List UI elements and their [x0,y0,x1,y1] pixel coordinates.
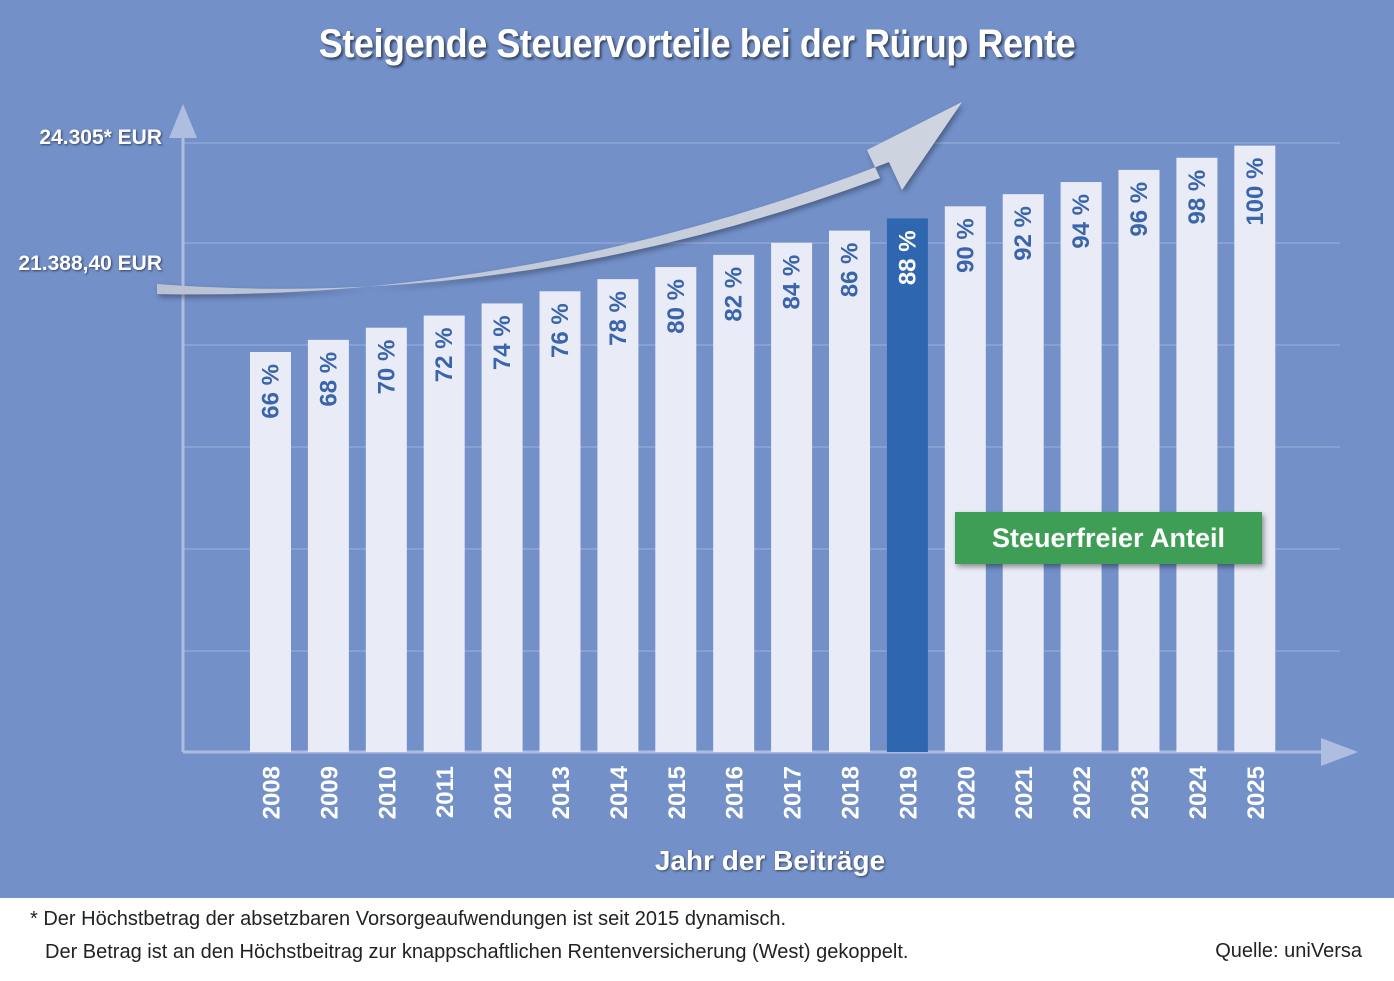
bar-2017 [771,242,813,753]
x-tick-2022: 2022 [1069,766,1096,819]
x-tick-2016: 2016 [722,766,749,819]
gridlines [183,142,1340,652]
x-tick-2011: 2011 [432,766,459,818]
bar-2013 [539,291,581,752]
x-tick-2008: 2008 [259,766,286,819]
x-tick-2015: 2015 [664,766,691,819]
footnote-line-2: Der Betrag ist an den Höchstbeitrag zur … [45,941,909,963]
bars [250,145,1276,753]
bar-label-2024: 98 % [1184,170,1211,225]
bar-label-2017: 84 % [779,255,806,310]
bar-label-2022: 94 % [1068,194,1095,249]
source-note: Quelle: uniVersa [1215,940,1362,962]
bar-label-2016: 82 % [721,267,748,322]
x-tick-2024: 2024 [1185,765,1212,819]
bar-2018 [829,230,870,753]
bar-2025 [1234,145,1276,752]
y-label-max: 24.305* EUR [39,126,162,149]
bar-2008 [250,352,291,752]
x-tick-2010: 2010 [374,766,401,819]
bar-2021 [1002,194,1044,752]
y-axis-arrowhead [169,104,197,138]
bar-2024 [1176,157,1218,752]
x-tick-2012: 2012 [490,766,517,819]
bar-2015 [655,267,697,752]
bar-label-2025: 100 % [1242,158,1269,226]
bar-2014 [597,279,639,752]
bar-2023 [1118,169,1160,752]
bar-label-2014: 78 % [605,291,632,346]
x-tick-2019: 2019 [895,766,922,819]
x-tick-2017: 2017 [780,766,807,819]
x-axis-title: Jahr der Beiträge [654,845,886,876]
bar-label-2011: 72 % [431,328,458,383]
bar-chart: 66 % 68 % 70 % 72 % 74 % 76 % 78 % 80 % 82 % 84 %… [157,102,1358,819]
bar-label-2013: 76 % [547,303,574,358]
trend-arrow-shape [157,102,962,295]
chart-panel [0,0,1394,898]
x-tick-2018: 2018 [838,766,865,819]
bar-label-2010: 70 % [373,340,400,395]
x-tick-2009: 2009 [316,766,343,819]
bar-label-2008: 66 % [258,364,285,419]
footnote-line-1: * Der Höchstbetrag der absetzbaren Vorso… [30,908,787,930]
x-tick-2014: 2014 [606,765,633,819]
bar-value-labels: 66 % 68 % 70 % 72 % 74 % 76 % 78 % 80 % 82 % 84 %… [258,158,1269,419]
bar-2020 [944,206,986,752]
bar-label-2018: 86 % [837,243,864,298]
bar-label-2020: 90 % [952,218,979,273]
bar-label-2023: 96 % [1126,182,1153,237]
bar-2012 [481,303,523,752]
x-tick-2013: 2013 [548,766,575,819]
x-tick-2025: 2025 [1243,766,1270,819]
bar-label-2009: 68 % [315,352,342,407]
legend-steuerfreier-anteil: Steuerfreier Anteil [955,512,1262,564]
bar-2011 [423,315,465,752]
bar-label-2012: 74 % [489,315,516,370]
chart-title: Steigende Steuervorteile bei der Rürup R… [318,22,1076,66]
bar-2009 [307,339,349,752]
bar-label-2015: 80 % [663,279,690,334]
bar-2022 [1060,182,1102,753]
trend-arrow [157,102,962,295]
x-tick-2021: 2021 [1011,766,1038,819]
x-tick-labels: 2008 2009 2010 2011 2012 2013 2014 2015 2016 2017… [259,765,1270,819]
y-label-2008-max: 21.388,40 EUR [18,252,162,275]
x-axis-arrowhead [1321,738,1358,766]
x-tick-2020: 2020 [953,766,980,819]
bar-2016 [713,254,755,752]
bar-2019 [886,218,928,752]
bar-label-2019: 88 % [894,230,921,285]
x-tick-2023: 2023 [1127,766,1154,819]
bar-2010 [365,327,407,752]
bar-label-2021: 92 % [1010,206,1037,261]
